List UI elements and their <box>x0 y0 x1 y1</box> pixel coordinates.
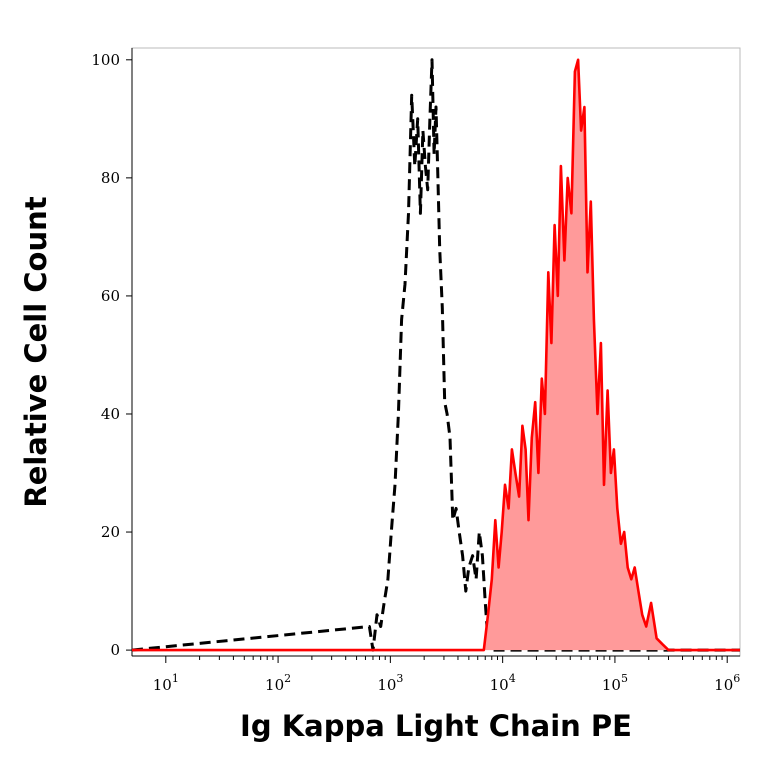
y-axis-ticks: 0 20 40 60 80 100 <box>91 51 132 659</box>
series-1-line <box>132 58 740 652</box>
y-axis-label: Relative Cell Count <box>19 196 53 507</box>
y-tick-label: 60 <box>101 287 120 305</box>
series-layer <box>131 58 740 652</box>
x-tick-label: 103 <box>377 672 403 694</box>
y-tick-label: 0 <box>110 641 120 659</box>
series-1-fill <box>132 59 740 651</box>
x-axis-ticks: 101 102 103 104 105 106 <box>153 656 740 694</box>
y-tick-label: 40 <box>101 405 120 423</box>
x-tick-label: 106 <box>714 672 740 694</box>
x-axis-label: Ig Kappa Light Chain PE <box>240 709 632 743</box>
x-tick-label: 101 <box>153 672 179 694</box>
y-tick-label: 100 <box>91 51 120 69</box>
x-tick-label: 105 <box>602 672 628 694</box>
y-tick-label: 80 <box>101 169 120 187</box>
y-tick-label: 20 <box>101 523 120 541</box>
x-tick-label: 104 <box>490 672 516 694</box>
x-tick-label: 102 <box>265 672 291 694</box>
series-0-line <box>131 58 740 652</box>
